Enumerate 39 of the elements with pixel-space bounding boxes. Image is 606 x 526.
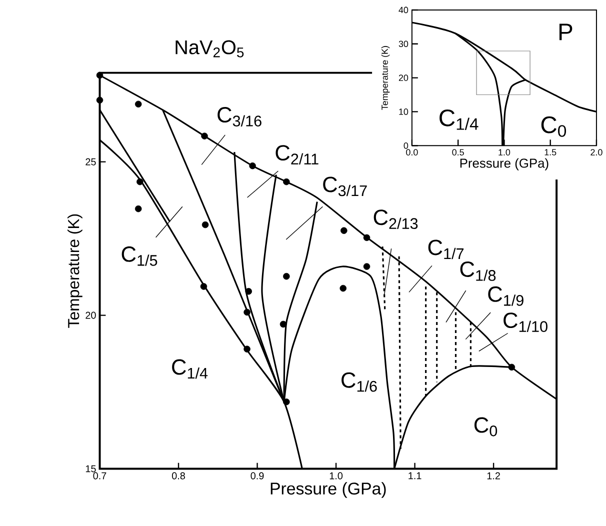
annotation: C$_{1/7}$ [428, 240, 464, 260]
y-tick-label: 40 [398, 6, 408, 14]
x-tick-label: 1.0 [330, 472, 343, 480]
annotation: C$_{0}$ [541, 116, 566, 138]
x-tick-label: 0.9 [250, 472, 264, 480]
x-tick-label: 1.5 [544, 149, 556, 156]
y-tick-label: 20 [86, 312, 96, 319]
annotation: C$_{3/16}$ [218, 107, 262, 127]
x-tick-label: 1.2 [487, 472, 500, 480]
y-tick-label: 30 [398, 40, 408, 48]
annotation: C$_{2/13}$ [374, 210, 418, 230]
annotation: C$_{1/6}$ [342, 372, 377, 392]
y-axis-title: Temperature (K) [68, 214, 82, 328]
annotation: C$_{2/11}$ [276, 145, 318, 165]
annotation: C$_{1/9}$ [488, 286, 524, 306]
x-axis-title: Pressure (GPa) [460, 158, 548, 171]
annotation: C$_{1/10}$ [504, 312, 548, 332]
y-tick-label: 20 [398, 74, 408, 82]
y-tick-label: 0 [404, 142, 408, 149]
annotation: C$_{1/4}$ [172, 359, 208, 379]
y-tick-label: 10 [399, 108, 408, 116]
x-tick-label: 2.0 [590, 149, 602, 156]
chart-title: NaV$_{2}$O$_{5}$ [176, 40, 244, 58]
annotation: P [559, 24, 572, 40]
annotation: C$_{1/4}$ [440, 110, 478, 130]
x-tick-label: 0.8 [172, 472, 185, 480]
annotation: C$_{1/5}$ [122, 246, 158, 266]
annotation: C$_{3/17}$ [323, 176, 367, 196]
annotation: C$_{1/8}$ [460, 262, 496, 282]
y-axis-title: Temperature (K) [381, 46, 390, 110]
x-tick-label: 0.0 [406, 149, 418, 156]
annotation: C$_{0}$ [474, 417, 498, 436]
x-tick-label: 1.0 [498, 149, 510, 156]
x-tick-label: 0.5 [452, 149, 464, 156]
y-tick-label: 25 [86, 158, 96, 166]
y-tick-label: 15 [86, 465, 96, 472]
x-axis-title: Pressure (GPa) [270, 482, 386, 498]
x-tick-label: 1.1 [408, 472, 422, 480]
x-tick-label: 0.7 [93, 472, 106, 480]
